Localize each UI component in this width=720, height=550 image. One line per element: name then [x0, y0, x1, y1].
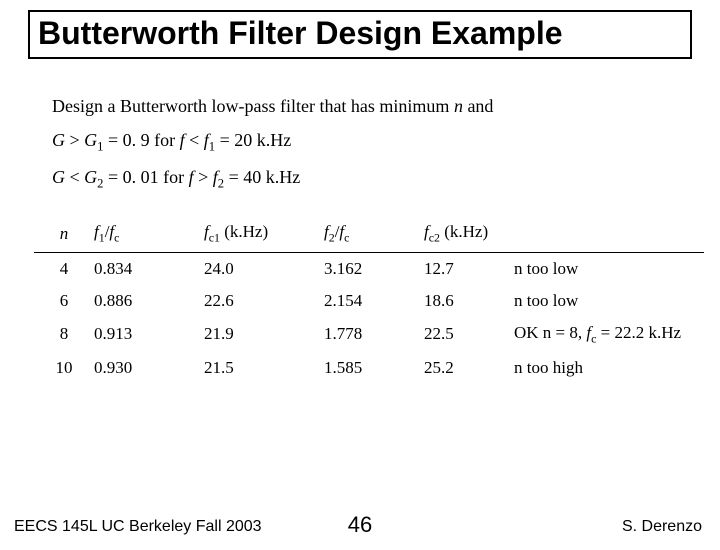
cell-note: n too low — [514, 252, 704, 285]
cell-fc2: 25.2 — [424, 352, 514, 384]
cell-f2fc: 1.585 — [324, 352, 424, 384]
col-header-fc2: fc2 (k.Hz) — [424, 216, 514, 252]
cell-f1fc: 0.930 — [94, 352, 204, 384]
table-row: 10 0.930 21.5 1.585 25.2 n too high — [34, 352, 704, 384]
cell-note: n too high — [514, 352, 704, 384]
spec-text: and — [463, 96, 494, 116]
table-row: 8 0.913 21.9 1.778 22.5 OK n = 8, fc = 2… — [34, 317, 704, 352]
spec-line-3: G < G2 = 0. 01 for f > f2 = 40 k.Hz — [52, 160, 720, 197]
var-g2: G — [84, 167, 97, 187]
cell-n: 10 — [34, 352, 94, 384]
cell-f1fc: 0.913 — [94, 317, 204, 352]
var-g1: G — [84, 130, 97, 150]
cell-fc2: 12.7 — [424, 252, 514, 285]
footer-page-number: 46 — [0, 512, 720, 538]
cell-fc2: 18.6 — [424, 285, 514, 317]
col-header-fc1: fc1 (k.Hz) — [204, 216, 324, 252]
var-n: n — [454, 96, 463, 116]
table-header-row: n f1/fc fc1 (k.Hz) f2/fc fc2 (k.Hz) — [34, 216, 704, 252]
table-row: 4 0.834 24.0 3.162 12.7 n too low — [34, 252, 704, 285]
cell-f2fc: 2.154 — [324, 285, 424, 317]
spec-line-1: Design a Butterworth low-pass filter tha… — [52, 89, 720, 123]
cell-fc2: 22.5 — [424, 317, 514, 352]
cell-fc1: 21.5 — [204, 352, 324, 384]
table-row: 6 0.886 22.6 2.154 18.6 n too low — [34, 285, 704, 317]
spec-text: Design a Butterworth low-pass filter tha… — [52, 96, 454, 116]
cell-fc1: 24.0 — [204, 252, 324, 285]
spec-line-2: G > G1 = 0. 9 for f < f1 = 20 k.Hz — [52, 123, 720, 160]
page-title: Butterworth Filter Design Example — [38, 16, 682, 51]
data-table: n f1/fc fc1 (k.Hz) f2/fc fc2 (k.Hz) 4 0.… — [34, 216, 704, 384]
var-f: f — [180, 130, 185, 150]
cell-note: OK n = 8, fc = 22.2 k.Hz — [514, 317, 704, 352]
cell-n: 6 — [34, 285, 94, 317]
cell-note: n too low — [514, 285, 704, 317]
title-box: Butterworth Filter Design Example — [28, 10, 692, 59]
footer-author: S. Derenzo — [622, 518, 702, 536]
cell-f1fc: 0.886 — [94, 285, 204, 317]
cell-f2fc: 3.162 — [324, 252, 424, 285]
cell-n: 4 — [34, 252, 94, 285]
col-header-f2fc: f2/fc — [324, 216, 424, 252]
var-g: G — [52, 167, 65, 187]
cell-f1fc: 0.834 — [94, 252, 204, 285]
spec-block: Design a Butterworth low-pass filter tha… — [52, 89, 720, 196]
cell-n: 8 — [34, 317, 94, 352]
var-f: f — [189, 167, 194, 187]
cell-fc1: 22.6 — [204, 285, 324, 317]
data-table-wrap: n f1/fc fc1 (k.Hz) f2/fc fc2 (k.Hz) 4 0.… — [34, 216, 720, 384]
col-header-f1fc: f1/fc — [94, 216, 204, 252]
var-g: G — [52, 130, 65, 150]
col-header-n: n — [34, 216, 94, 252]
cell-f2fc: 1.778 — [324, 317, 424, 352]
cell-fc1: 21.9 — [204, 317, 324, 352]
col-header-note — [514, 216, 704, 252]
